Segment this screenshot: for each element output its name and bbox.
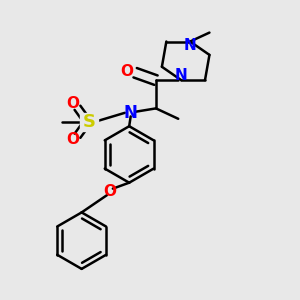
Text: O: O bbox=[121, 64, 134, 79]
Text: O: O bbox=[66, 96, 79, 111]
Text: N: N bbox=[124, 104, 138, 122]
Text: O: O bbox=[66, 132, 79, 147]
Text: S: S bbox=[82, 113, 96, 131]
Bar bbox=[80, 113, 98, 131]
Text: O: O bbox=[103, 184, 116, 199]
Text: N: N bbox=[175, 68, 188, 83]
Text: N: N bbox=[184, 38, 196, 53]
